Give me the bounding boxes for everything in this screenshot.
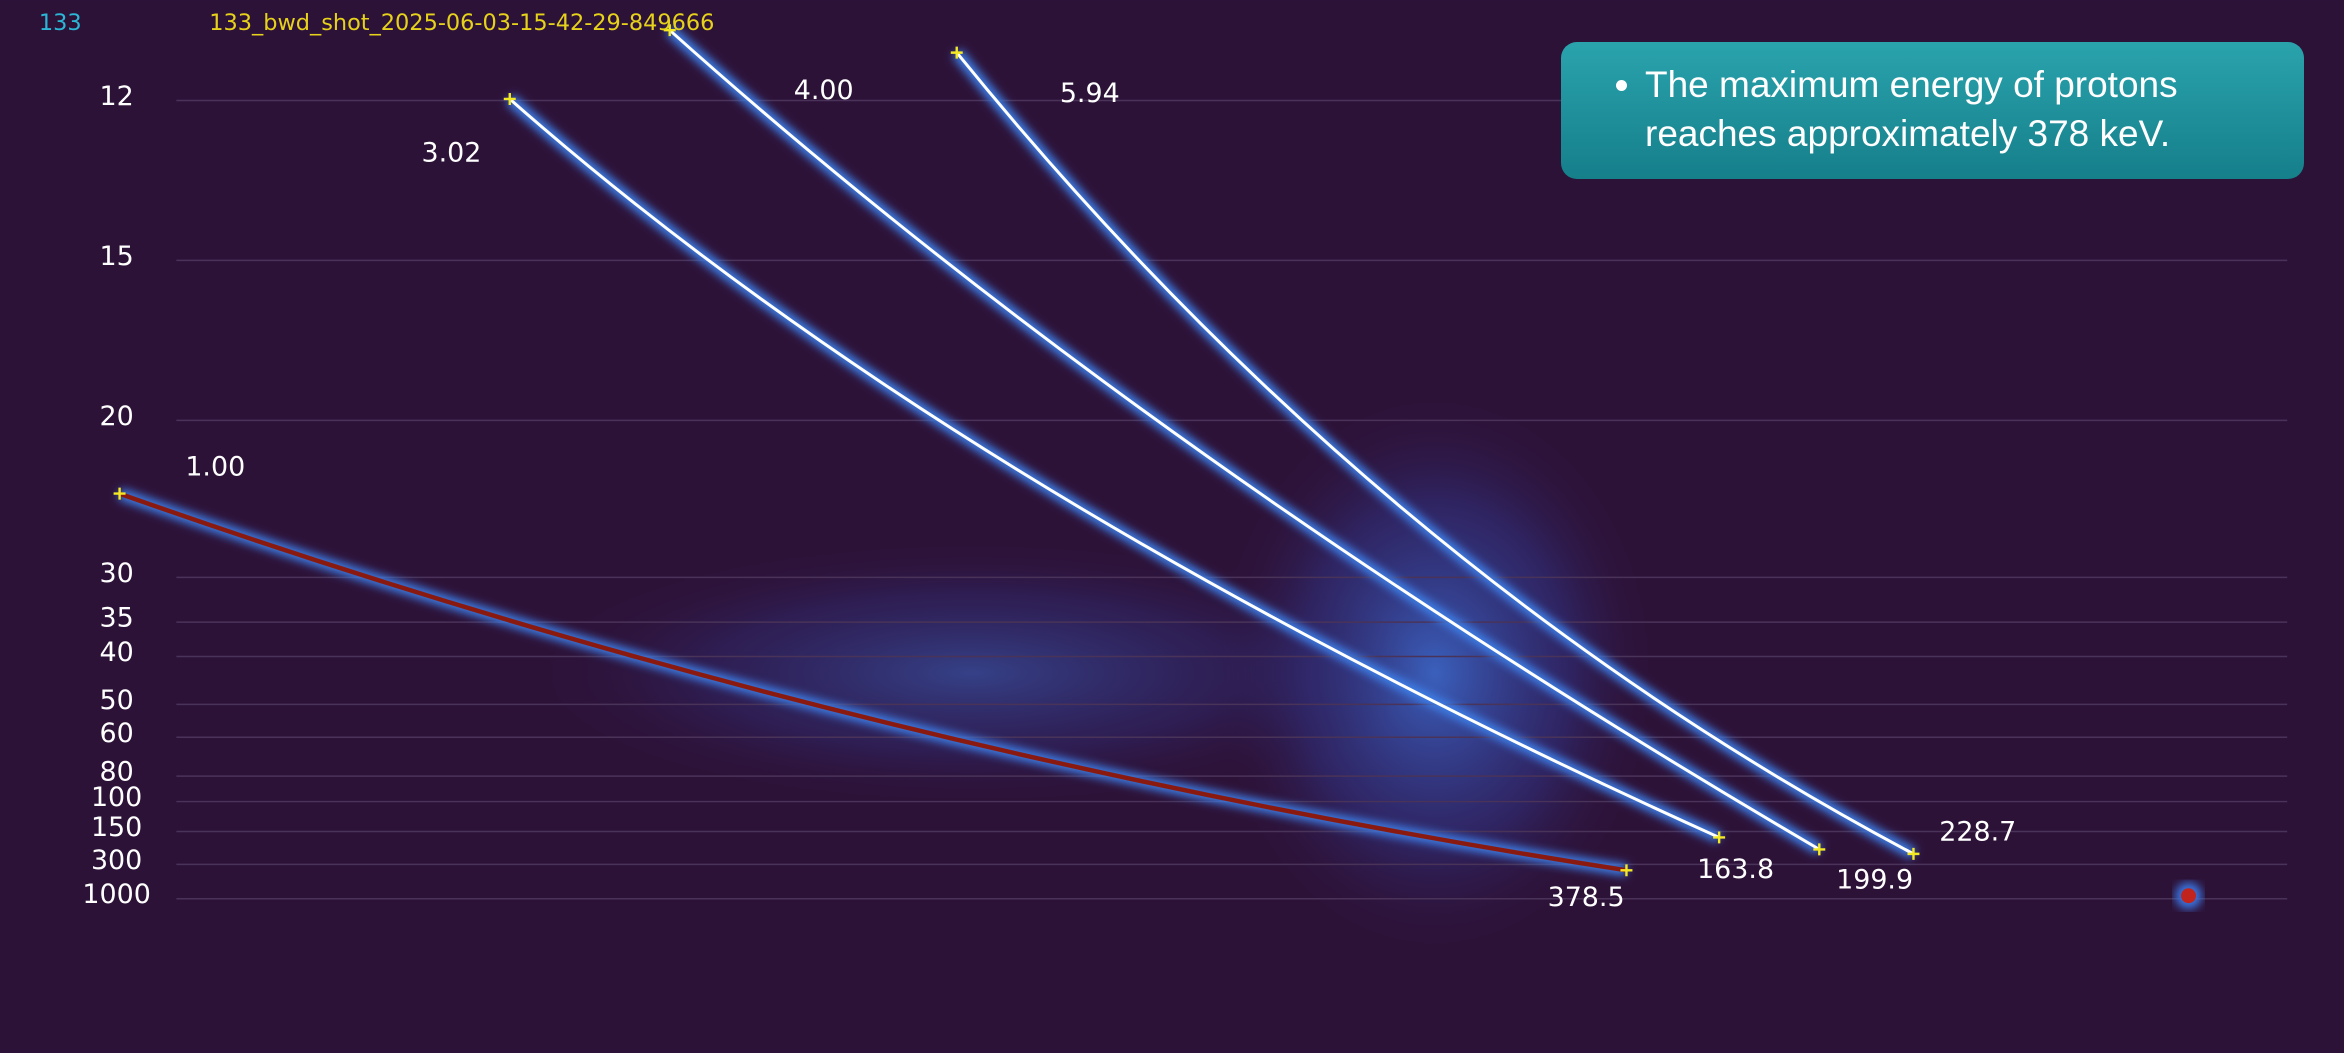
signal-cloud [523,538,1421,808]
trace-end-label: 163.8 [1697,854,1774,885]
axis-label: 30 [99,558,133,589]
trace [118,491,1627,873]
marker [113,487,126,500]
filename: 133_bwd_shot_2025-06-03-15-42-29-849666 [209,10,714,36]
axis-label: 300 [91,845,142,876]
trace-end-label: 199.9 [1836,864,1913,895]
callout-text: The maximum energy of protons reaches ap… [1645,60,2274,158]
zero-point [2181,888,2197,904]
trace [508,97,1720,839]
trace-label: 1.00 [185,452,245,483]
shot-number: 133 [39,10,82,36]
axis-label: 80 [99,757,133,788]
callout: The maximum energy of protons reaches ap… [1561,42,2304,179]
axis-label: 40 [99,637,133,668]
marker [1620,864,1633,877]
marker [663,24,676,37]
axis-label: 20 [99,401,133,432]
trace-label: 4.00 [794,75,854,106]
marker [1907,847,1920,860]
trace [668,29,1821,851]
axis-label: 100 [91,782,142,813]
marker [503,92,516,105]
trace-end-label: 228.7 [1939,816,2016,847]
trace [955,51,1915,856]
axis-label: 60 [99,718,133,749]
marker [950,46,963,59]
axis-label: 1000 [82,879,150,910]
axis-label: 15 [99,241,133,272]
marker [1813,843,1826,856]
axis-label: 35 [99,603,133,634]
axis-label: 50 [99,685,133,716]
marker [1713,831,1726,844]
trace-label: 3.02 [422,138,482,169]
trace-end-label: 378.5 [1548,882,1625,913]
axis-label: 150 [91,812,142,843]
trace-label: 5.94 [1060,78,1120,109]
axis-label: 12 [99,81,133,112]
